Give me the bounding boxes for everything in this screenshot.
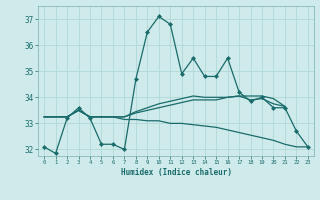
X-axis label: Humidex (Indice chaleur): Humidex (Indice chaleur) <box>121 168 231 177</box>
